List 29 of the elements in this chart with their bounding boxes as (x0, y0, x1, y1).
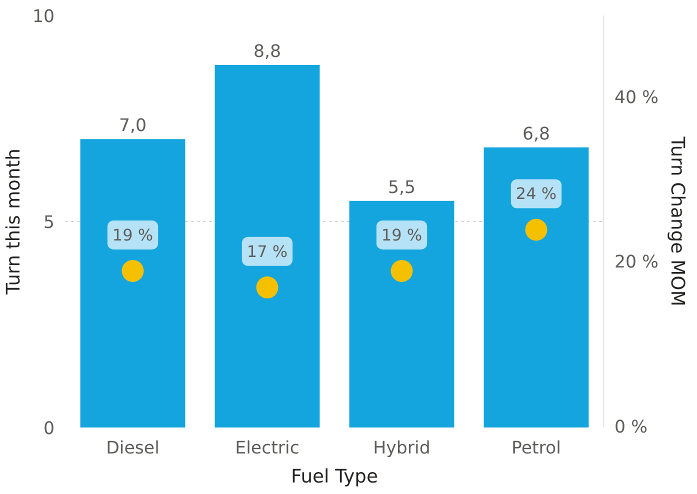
data-label: 19 % (381, 225, 422, 244)
y2-tick-label: 0 % (614, 418, 648, 438)
bar (484, 147, 589, 428)
x-axis-title: Fuel Type (291, 466, 378, 488)
y-tick-label: 5 (43, 213, 55, 233)
data-label: 24 % (516, 184, 557, 204)
y2-tick-label: 20 % (614, 252, 659, 273)
y2-tick-label: 40 % (614, 88, 659, 108)
data-label: 19 % (112, 225, 154, 244)
data-label: 17 % (246, 242, 288, 261)
point (525, 218, 548, 241)
x-tick-label: Diesel (106, 438, 160, 458)
x-tick-label: Electric (235, 438, 300, 458)
bar (80, 139, 186, 428)
x-tick-label: Petrol (512, 438, 561, 458)
bar (349, 200, 454, 428)
bar (214, 64, 320, 428)
data-label: 7,0 (118, 116, 147, 136)
data-label: 5,5 (388, 178, 416, 198)
data-label: 8,8 (253, 42, 282, 62)
point (390, 260, 413, 282)
y2-axis-title: Turn Change MOM (666, 136, 688, 306)
point (122, 260, 144, 282)
y-tick-label: 10 (32, 7, 55, 27)
x-tick-label: Hybrid (373, 438, 430, 458)
y-tick-label: 0 (43, 419, 55, 439)
y-axis-title: Turn this month (3, 148, 24, 296)
data-label: 6,8 (522, 124, 550, 144)
point (256, 276, 278, 298)
